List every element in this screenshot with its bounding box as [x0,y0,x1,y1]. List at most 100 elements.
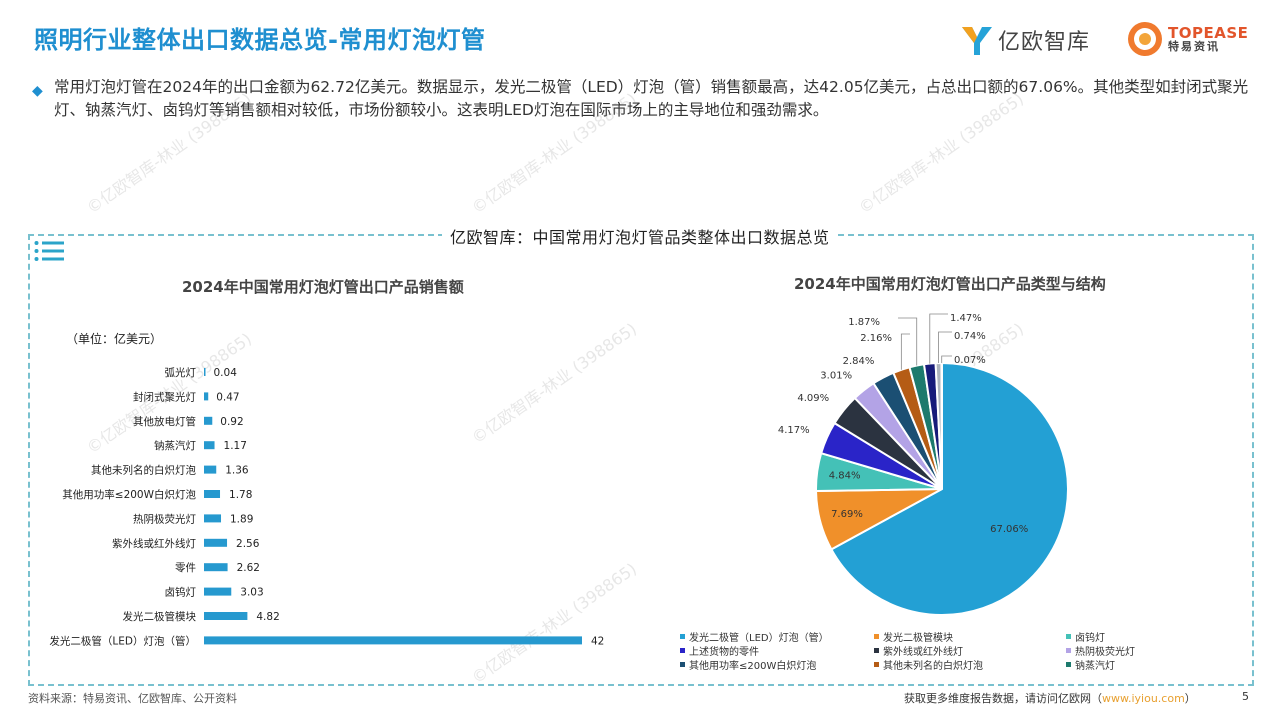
page-number: 5 [1242,690,1249,703]
bar-value-label: 1.17 [224,440,247,452]
source-note: 资料来源：特易资讯、亿欧智库、公开资料 [28,692,237,705]
legend-item: 卤钨灯 [1066,630,1180,644]
bar-category-label: 钠蒸汽灯 [154,439,196,452]
legend-item: 其他未列名的白炽灯泡 [874,658,1066,672]
pie-value-label: 1.47% [950,313,982,324]
pie-leader-line [941,355,952,364]
bar-category-label: 卤钨灯 [165,586,197,599]
legend-label: 发光二极管（LED）灯泡（管） [689,633,829,644]
bar-category-label: 热阴极荧光灯 [133,512,196,525]
legend-item: 发光二极管模块 [874,630,1066,644]
footer-note: 获取更多维度报告数据，请访问亿欧网（www.iyiou.com） [904,690,1196,706]
pie-chart-title: 2024年中国常用灯泡灯管出口产品类型与结构 [794,275,1106,293]
pie-legend: 发光二极管（LED）灯泡（管） 发光二极管模块 卤钨灯上述货物的零件 紫外线或红外线灯… [680,630,1180,672]
list-menu-icon [34,241,64,261]
legend-label: 其他未列名的白炽灯泡 [883,661,983,672]
bar-category-label: 弧光灯 [165,366,197,379]
bar-value-label: 2.62 [237,562,260,574]
legend-label: 上述货物的零件 [689,647,759,658]
pie-leader-line [938,331,952,364]
legend-item: 发光二极管（LED）灯泡（管） [680,630,874,644]
page-title: 照明行业整体出口数据总览-常用灯泡灯管 [34,26,486,54]
pie-value-label: 0.07% [954,355,986,366]
bar-value-label: 1.89 [230,513,253,525]
pie-slice [830,361,1069,616]
bar [204,392,209,401]
topease-logo-icon [1128,22,1162,56]
bar [204,368,206,376]
bar-category-label: 紫外线或红外线灯 [112,537,196,550]
pie-value-label: 67.06% [990,524,1028,535]
legend-label: 卤钨灯 [1075,633,1105,644]
bar-value-label: 0.04 [214,367,238,379]
footer-text: 获取更多维度报告数据，请访问亿欧网（ [904,692,1102,705]
topease-logo: TOPEASE 特易资讯 [1126,20,1248,58]
legend-item: 上述货物的零件 [680,644,874,658]
bar-value-label: 0.92 [220,416,243,428]
bar [204,416,213,425]
legend-label: 发光二极管模块 [883,633,953,644]
pie-value-label: 4.17% [778,425,810,436]
pie-leader-line [929,313,948,364]
bar-value-label: 0.47 [216,391,239,403]
legend-swatch [680,662,685,667]
iyiou-logo-icon [962,27,992,55]
bar [204,636,582,645]
bar-category-label: 其他放电灯管 [133,415,196,428]
pie-value-label: 2.84% [843,356,875,367]
bar [204,465,217,474]
bar [204,514,222,523]
legend-swatch [680,634,685,639]
legend-swatch [1066,648,1071,653]
legend-item: 钠蒸汽灯 [1066,658,1180,672]
pie-leader-line [898,317,918,366]
bar-chart: 弧光灯 0.04 封闭式聚光灯 0.47 其他放电灯管 0.92 钠蒸汽灯 1.17 其他未列名… [49,366,604,647]
legend-label: 钠蒸汽灯 [1075,661,1115,672]
pie-value-label: 7.69% [831,509,863,520]
pie-value-label: 4.09% [797,393,829,404]
legend-swatch [1066,662,1071,667]
bar [204,563,228,572]
legend-item: 紫外线或红外线灯 [874,644,1066,658]
pie-value-label: 3.01% [820,370,852,381]
legend-label: 紫外线或红外线灯 [883,647,963,658]
legend-item: 热阴极荧光灯 [1066,644,1180,658]
pie-slice [940,361,943,490]
pie-value-label: 1.87% [848,317,880,328]
bar-category-label: 其他未列名的白炽灯泡 [91,464,196,477]
bar [204,538,228,547]
bar-value-label: 4.82 [256,611,279,623]
bar-chart-title: 2024年中国常用灯泡灯管出口产品销售额 [182,278,464,296]
bar [204,441,215,450]
bar-value-label: 1.36 [225,465,249,477]
topease-logo-cn: 特易资讯 [1168,40,1220,54]
panel-title: 亿欧智库：中国常用灯泡灯管品类整体出口数据总览 [442,224,838,248]
pie-chart: 67.06% 7.69% 4.84% 4.17% 4.09% 3.01% 2.84% 2.16… [778,313,1069,616]
bar [204,612,248,620]
bar-category-label: 封闭式聚光灯 [133,390,196,403]
pie-value-label: 4.84% [829,471,861,482]
footer-link[interactable]: www.iyiou.com [1102,692,1185,705]
legend-swatch [680,648,685,653]
bar [204,587,232,596]
summary-paragraph: ◆ 常用灯泡灯管在2024年的出口金额为62.72亿美元。数据显示，发光二极管（… [32,76,1262,122]
bar-category-label: 其他用功率≤200W白炽灯泡 [62,488,196,501]
bar-category-label: 发光二极管（LED）灯泡（管） [49,634,196,647]
legend-swatch [874,662,879,667]
bar-value-label: 42 [591,635,604,647]
bar-category-label: 零件 [175,562,196,574]
diamond-bullet-icon: ◆ [32,83,43,99]
legend-label: 其他用功率≤200W白炽灯泡 [689,661,817,672]
pie-value-label: 0.74% [954,331,986,342]
bar-value-label: 2.56 [236,538,260,550]
pie-leader-line [900,333,910,370]
legend-swatch [874,648,879,653]
footer-close: ） [1184,692,1196,705]
iyiou-logo-text: 亿欧智库 [998,30,1091,55]
pie-value-label: 2.16% [860,333,892,344]
legend-item: 其他用功率≤200W白炽灯泡 [680,658,874,672]
topease-logo-en: TOPEASE [1168,23,1249,42]
bar-value-label: 3.03 [240,587,263,599]
bar [204,490,221,498]
legend-swatch [874,634,879,639]
